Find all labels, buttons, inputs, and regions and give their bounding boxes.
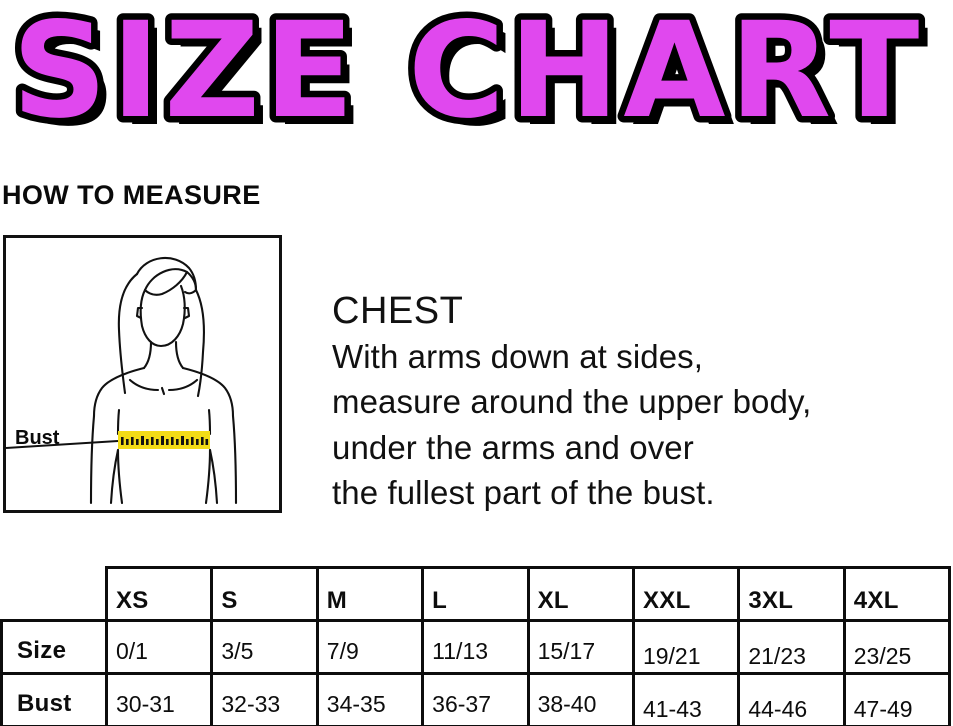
table-row-bust: Bust 30-31 32-33 34-35 36-37 38-40 41-43… (0, 672, 952, 726)
table-row-size: Size 0/1 3/5 7/9 11/13 15/17 19/21 21/23… (0, 619, 952, 675)
how-to-measure-heading: HOW TO MEASURE (2, 180, 261, 210)
bust-callout-label: Bust (15, 427, 60, 449)
cell-bust-m: 34-35 (315, 672, 425, 726)
page-title: SIZE CHART SIZE CHART SIZE CHART (0, 0, 953, 148)
cell-bust-s: 32-33 (210, 672, 319, 726)
column-header-xs: XS (104, 566, 214, 622)
chest-description: CHEST With arms down at sides, measure a… (332, 292, 950, 516)
cell-bust-l: 36-37 (421, 672, 530, 726)
column-header-l: L (421, 566, 530, 622)
column-header-s: S (210, 566, 319, 622)
cell-bust-xxl: 41-43 (631, 672, 741, 726)
cell-size-l: 11/13 (421, 619, 530, 675)
column-header-xl: XL (526, 566, 635, 622)
description-line-1: With arms down at sides, (332, 337, 704, 375)
column-header-3xl: 3XL (737, 566, 846, 622)
size-table: XS S M L XL XXL 3XL 4XL Size 0/1 3/5 7/9… (0, 566, 952, 726)
cell-size-4xl: 23/25 (842, 619, 952, 675)
svg-text:SIZE CHART: SIZE CHART (12, 0, 923, 148)
cell-size-xl: 15/17 (526, 619, 635, 675)
column-header-m: M (315, 566, 425, 622)
svg-text:SIZE CHART: SIZE CHART (21, 2, 932, 148)
description-line-3: under the arms and over (332, 428, 694, 466)
cell-bust-xl: 38-40 (526, 672, 635, 726)
cell-bust-3xl: 44-46 (737, 672, 846, 726)
cell-size-s: 3/5 (210, 619, 319, 675)
description-line-2: measure around the upper body, (332, 383, 812, 421)
cell-size-xxl: 19/21 (631, 619, 741, 675)
cell-bust-xs: 30-31 (104, 672, 214, 726)
measurement-illustration (3, 235, 282, 513)
cell-size-xs: 0/1 (104, 619, 214, 675)
bust-leader-line (6, 439, 119, 450)
table-header-row: XS S M L XL XXL 3XL 4XL (1, 566, 952, 622)
cell-size-3xl: 21/23 (737, 619, 846, 675)
chest-heading: CHEST (332, 290, 464, 332)
row-label-size: Size (0, 619, 108, 675)
description-line-4: the fullest part of the bust. (332, 474, 715, 512)
cell-size-m: 7/9 (315, 619, 425, 675)
row-label-bust: Bust (0, 672, 108, 726)
svg-text:SIZE CHART: SIZE CHART (12, 0, 923, 148)
column-header-4xl: 4XL (842, 566, 952, 622)
column-header-xxl: XXL (631, 566, 741, 622)
cell-bust-4xl: 47-49 (842, 672, 952, 726)
table-corner-blank (1, 567, 107, 621)
